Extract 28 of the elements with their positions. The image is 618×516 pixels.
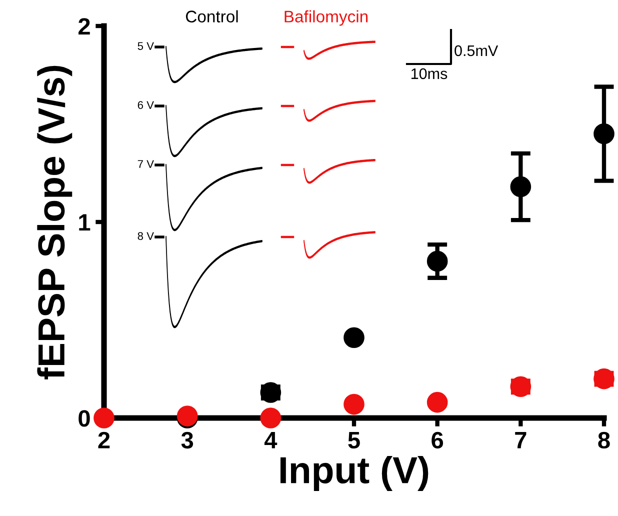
text: Bafilomycin bbox=[284, 10, 368, 26]
annotation: 5 V bbox=[138, 42, 154, 50]
x-axis-title: Input (V) bbox=[280, 456, 428, 491]
x-tick-label: 6 bbox=[432, 432, 444, 449]
annotation: 6 V bbox=[138, 101, 154, 109]
x-tick-label: 3 bbox=[181, 432, 194, 449]
y-tick-label: 1 bbox=[79, 214, 90, 231]
annotation: 0.5mV bbox=[454, 45, 498, 56]
x-tick-label: 7 bbox=[515, 432, 526, 448]
text: Control bbox=[186, 10, 238, 22]
x-tick-label: 5 bbox=[348, 432, 360, 449]
annotation: 8 V bbox=[138, 232, 154, 240]
y-tick-label: 2 bbox=[78, 18, 90, 35]
x-tick-label: 4 bbox=[264, 432, 278, 448]
point bbox=[426, 250, 448, 272]
point bbox=[94, 408, 114, 428]
point bbox=[344, 394, 364, 415]
point bbox=[594, 123, 614, 144]
x-tick-label: 8 bbox=[598, 432, 610, 449]
point bbox=[426, 392, 448, 413]
annotation: 7 V bbox=[138, 160, 154, 168]
point bbox=[510, 176, 532, 198]
x-tick-label: 2 bbox=[98, 432, 110, 448]
y-axis-title: fEPSP Slope (V/s) bbox=[37, 66, 72, 380]
annotation: 10ms bbox=[411, 68, 448, 80]
point bbox=[344, 327, 364, 348]
point bbox=[260, 408, 282, 428]
y-tick-label: 0 bbox=[78, 410, 90, 427]
